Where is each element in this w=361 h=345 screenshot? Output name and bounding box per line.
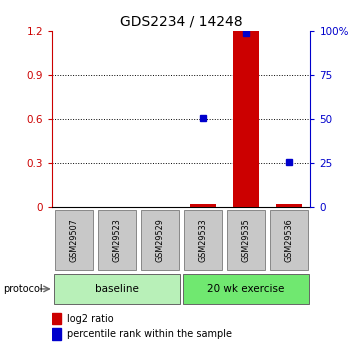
Text: percentile rank within the sample: percentile rank within the sample (66, 329, 231, 339)
Bar (55, 210, 93, 269)
Bar (184, 210, 222, 269)
Bar (233, 31, 259, 207)
Bar (52, 328, 61, 340)
Bar (270, 210, 308, 269)
Text: GSM29507: GSM29507 (69, 218, 78, 262)
Title: GDS2234 / 14248: GDS2234 / 14248 (120, 14, 243, 29)
Text: GSM29535: GSM29535 (242, 218, 251, 262)
Bar (141, 210, 179, 269)
Bar (54, 274, 180, 304)
Text: GSM29536: GSM29536 (284, 218, 293, 262)
Bar (52, 313, 61, 324)
Bar (227, 210, 265, 269)
Text: GSM29533: GSM29533 (199, 218, 208, 262)
Text: 20 wk exercise: 20 wk exercise (207, 284, 284, 294)
Bar (276, 204, 302, 207)
Text: protocol: protocol (4, 284, 43, 294)
Text: GSM29523: GSM29523 (112, 218, 121, 262)
Text: GSM29529: GSM29529 (155, 218, 164, 262)
Bar (190, 204, 216, 207)
Bar (98, 210, 136, 269)
Text: baseline: baseline (95, 284, 139, 294)
Text: log2 ratio: log2 ratio (66, 314, 113, 324)
Bar (183, 274, 309, 304)
